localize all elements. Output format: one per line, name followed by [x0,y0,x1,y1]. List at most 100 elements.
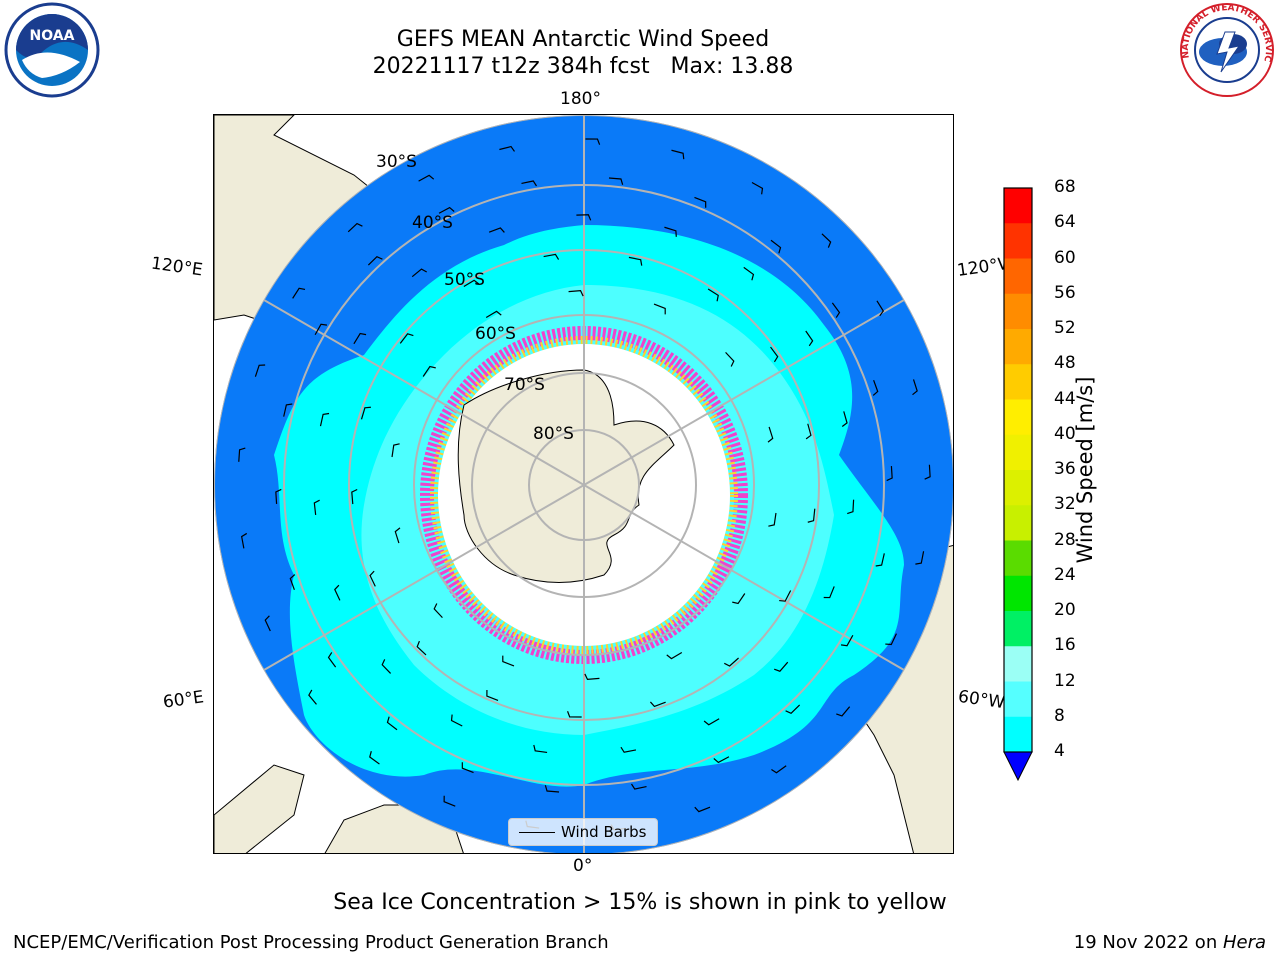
colorbar-tick-label: 52 [1054,318,1076,338]
wind-barb [840,634,854,647]
colorbar-bin [1004,646,1032,682]
lat-label-50s: 50°S [444,270,485,290]
colorbar-bin [1004,329,1032,365]
wind-barb [521,180,538,187]
wind-barb [443,795,456,807]
wind-barb [544,785,560,793]
wind-barb [751,181,764,195]
wind-barb [360,406,371,420]
wind-barb [461,762,474,774]
colorbar-tick-label: 16 [1054,635,1076,656]
wind-barb [584,673,600,680]
chart-title: GEFS MEAN Antarctic Wind Speed [396,27,770,52]
wind-barb [308,689,317,705]
colorbar-tick-label: 28 [1054,529,1076,550]
colorbar-bin [1004,575,1032,612]
lon-label-180: 180° [560,89,601,109]
footer-credit: NCEP/EMC/Verification Post Processing Pr… [13,932,609,953]
wind-barb [394,527,401,544]
wind-barb [353,332,367,345]
colorbar-bin [1004,188,1032,224]
wind-barb [485,310,502,318]
colorbar-bin [1004,505,1032,541]
wind-barb [289,574,296,591]
wind-barb [821,233,832,248]
wind-barb [823,586,835,599]
wind-barb [608,177,624,185]
wind-barb [499,145,515,152]
graticule [214,115,953,853]
wind-barb [770,239,782,254]
colorbar-bin [1004,293,1032,330]
lat-label-80s: 80°S [533,424,574,444]
wind-barb [872,379,879,396]
map-panel [213,114,954,854]
wind-barb [351,488,358,505]
colorbar-bin [1004,470,1032,506]
wind-barb [779,590,792,602]
colorbar-tick-label: 44 [1054,388,1076,409]
wind-barb [314,323,328,336]
wind-barb [463,279,480,288]
wind-barb [664,226,677,237]
colorbar-tick-label: 60 [1054,247,1076,268]
colorbar-tick-label: 20 [1054,600,1076,620]
wind-barb [313,499,320,515]
lon-label-60w: 60°W [956,686,1007,714]
wind-barb [732,593,746,605]
wind-barb [694,196,707,208]
lat-label-30s: 30°S [376,152,417,172]
lon-label-0: 0° [573,856,593,876]
land-antarctica [457,369,675,583]
wind-barb [418,174,435,182]
lat-label-60s: 60°S [475,324,516,344]
wind-barb [885,633,897,646]
nws-logo: NATIONAL WEATHER SERVICE [1177,2,1274,97]
colorbar-tick-label: 4 [1054,741,1065,761]
colorbar-tick-label: 64 [1054,212,1076,233]
wind-barb [585,138,601,145]
wind-barb [264,615,271,632]
wind-barb [805,330,814,347]
wind-barb [774,661,789,672]
noaa-logo-text: NOAA [30,28,75,44]
wind-barb [666,652,683,660]
wind-barb [924,464,931,480]
wind-barb [381,659,392,674]
colorbar-bin [1004,681,1032,718]
caption: Sea Ice Concentration > 15% is shown in … [333,890,947,915]
wind-barb [771,765,787,774]
lon-label-120e: 120°E [149,253,204,281]
wind-barb [912,379,918,396]
wind-barb [543,253,560,260]
wind-barb [275,488,282,504]
wind-barb [386,716,398,731]
lon-label-60e: 60°E [161,687,206,713]
wind-barb [240,532,248,549]
wind-barb [416,640,427,656]
wind-barb [768,512,777,527]
colorbar-bin [1004,434,1032,471]
chart-subtitle: 20221117 t12z 384h fcst Max: 13.88 [372,54,794,79]
wind-barb [502,655,515,667]
colorbar-bin [1004,540,1032,577]
wind-barb [576,214,592,221]
wind-barb [254,364,266,377]
colorbar-bin [1004,258,1032,295]
wind-barb [807,508,816,523]
wind-barb [450,714,463,727]
wind-barb [283,403,293,417]
wind-barb [319,412,330,427]
colorbar-extend-arrow [1003,751,1033,782]
wind-barb [915,551,925,565]
wind-barb [488,227,505,233]
wind-barb [725,351,735,367]
colorbar-tick-label: 56 [1054,282,1076,303]
colorbar-tick-label: 48 [1054,353,1076,374]
wind-barb [533,744,548,754]
sea-ice-edge-yellow [430,336,738,654]
colorbar-tick-label: 40 [1054,423,1076,444]
wind-barb [767,426,774,443]
wind-barb [805,423,812,440]
wind-barb [713,756,730,764]
